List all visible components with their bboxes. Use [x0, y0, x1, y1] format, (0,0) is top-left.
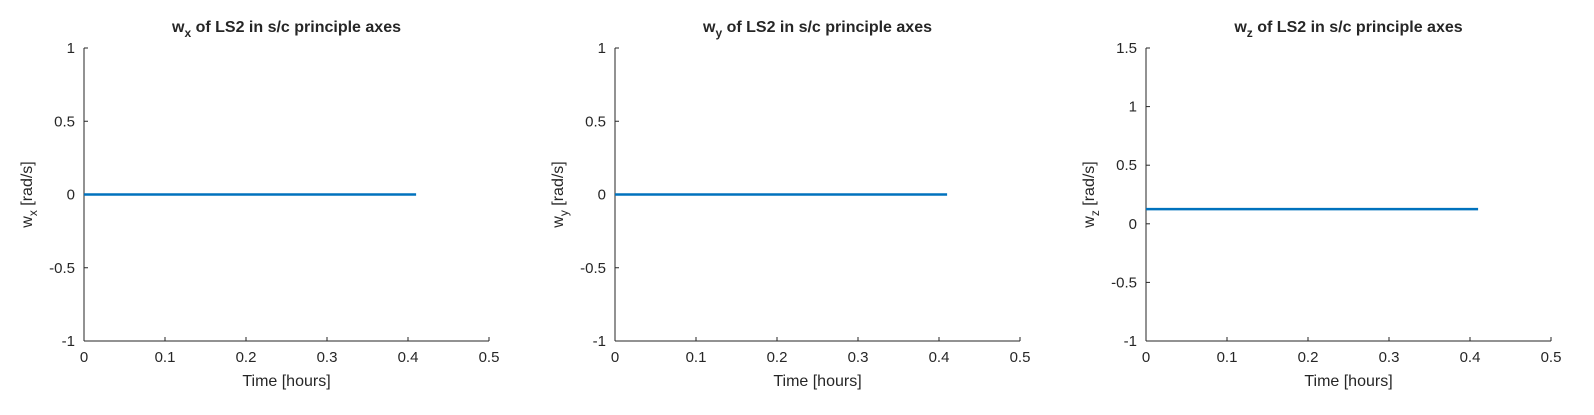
y-tick-label: 0.5	[585, 113, 606, 130]
chart-title: wx of LS2 in s/c principle axes	[171, 19, 401, 40]
chart-title-subscript: y	[715, 26, 722, 40]
y-tick-label: 1	[67, 40, 75, 57]
y-tick-label: -0.5	[1111, 274, 1137, 291]
x-tick-label: 0.3	[848, 349, 869, 366]
x-tick-label: 0.3	[1379, 349, 1400, 366]
x-tick-label: 0	[1142, 349, 1150, 366]
y-tick-label: 1	[598, 40, 606, 57]
x-tick-label: 0.4	[398, 349, 419, 366]
y-axis-label-subscript: y	[557, 210, 571, 216]
chart-title-main: w	[702, 19, 716, 36]
y-tick-label: 0.5	[54, 113, 75, 130]
x-tick-label: 0	[611, 349, 619, 366]
y-axis-label-main: w	[550, 216, 567, 229]
x-axis-label: Time [hours]	[773, 373, 861, 390]
x-tick-label: 0.2	[236, 349, 257, 366]
y-tick-label: 0.5	[1116, 157, 1137, 174]
axes-wz: 0 0.1 0.2 0.3 0.4 0.5-1-0.500.511.5wz of LS2 …	[1081, 19, 1561, 390]
y-tick-label: 0	[67, 187, 75, 204]
y-tick-label: -0.5	[580, 260, 606, 277]
y-axis-label-main: w	[19, 216, 36, 229]
y-axis-label: wy [rad/s]	[550, 161, 571, 228]
y-tick-label: -1	[593, 333, 606, 350]
x-tick-label: 0.3	[317, 349, 338, 366]
x-tick-label: 0.4	[929, 349, 950, 366]
chart-title-main: w	[171, 19, 185, 36]
y-tick-label: 1	[1129, 99, 1137, 116]
y-axis-label-subscript: x	[26, 210, 40, 216]
x-tick-label: 0.4	[1460, 349, 1481, 366]
x-tick-label: 0.2	[767, 349, 788, 366]
x-tick-label: 0.5	[479, 349, 500, 366]
x-tick-label: 0.1	[155, 349, 176, 366]
chart-title-subscript: z	[1247, 26, 1253, 40]
x-tick-label: 0.5	[1010, 349, 1031, 366]
chart-title-subscript: x	[184, 26, 191, 40]
x-axis-label: Time [hours]	[242, 373, 330, 390]
y-tick-label: 1.5	[1116, 40, 1137, 57]
x-tick-label: 0.5	[1541, 349, 1562, 366]
chart-title-main: w	[1233, 19, 1247, 36]
chart-title: wy of LS2 in s/c principle axes	[702, 19, 932, 40]
y-tick-label: 0	[1129, 216, 1137, 233]
y-axis-label-rest: [rad/s]	[1081, 161, 1098, 210]
y-axis-label-rest: [rad/s]	[19, 161, 36, 210]
chart-title: wz of LS2 in s/c principle axes	[1233, 19, 1462, 40]
y-tick-label: -0.5	[49, 260, 75, 277]
y-axis-label-subscript: z	[1088, 210, 1102, 216]
chart-title-rest: of LS2 in s/c principle axes	[191, 19, 401, 36]
x-tick-label: 0.1	[686, 349, 707, 366]
chart-title-rest: of LS2 in s/c principle axes	[1253, 19, 1463, 36]
y-tick-label: -1	[62, 333, 75, 350]
x-axis-label: Time [hours]	[1304, 373, 1392, 390]
y-axis-label-rest: [rad/s]	[550, 161, 567, 210]
y-tick-label: -1	[1124, 333, 1137, 350]
x-tick-label: 0	[80, 349, 88, 366]
chart-title-rest: of LS2 in s/c principle axes	[722, 19, 932, 36]
y-axis-label-main: w	[1081, 216, 1098, 229]
x-tick-label: 0.1	[1217, 349, 1238, 366]
y-axis-label: wx [rad/s]	[19, 161, 40, 228]
x-tick-label: 0.2	[1298, 349, 1319, 366]
y-axis-label: wz [rad/s]	[1081, 161, 1102, 228]
y-tick-label: 0	[598, 187, 606, 204]
